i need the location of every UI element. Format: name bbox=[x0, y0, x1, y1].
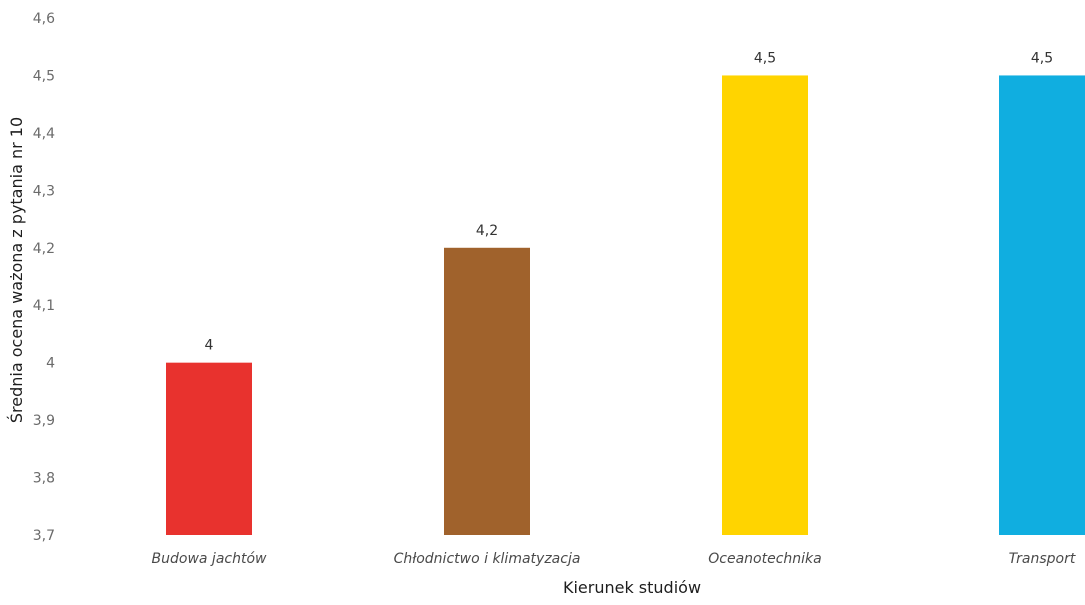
value-label: 4 bbox=[205, 338, 214, 354]
bar bbox=[722, 75, 808, 535]
value-label: 4,5 bbox=[1031, 50, 1053, 66]
y-tick-label: 3,7 bbox=[33, 528, 55, 544]
value-label: 4,5 bbox=[754, 50, 776, 66]
x-axis-ticks: Budowa jachtów Chłodnictwo i klimatyzacja… bbox=[152, 551, 1076, 567]
y-tick-label: 4,5 bbox=[33, 68, 55, 84]
value-labels: 4 4,2 4,5 4,5 bbox=[205, 50, 1054, 353]
y-axis-title: Średnia ocena ważona z pytania nr 10 bbox=[7, 117, 26, 423]
y-tick-label: 3,8 bbox=[33, 471, 55, 487]
y-tick-label: 4 bbox=[46, 356, 55, 372]
category-label: Budowa jachtów bbox=[152, 551, 268, 567]
x-axis-title: Kierunek studiów bbox=[563, 578, 701, 597]
y-tick-label: 3,9 bbox=[33, 413, 55, 429]
category-label: Oceanotechnika bbox=[708, 551, 821, 567]
y-tick-label: 4,6 bbox=[33, 11, 55, 27]
bar bbox=[444, 247, 530, 535]
y-tick-label: 4,1 bbox=[33, 298, 55, 314]
bar bbox=[999, 75, 1085, 535]
value-label: 4,2 bbox=[476, 223, 498, 239]
category-label: Transport bbox=[1009, 551, 1076, 567]
category-label: Chłodnictwo i klimatyzacja bbox=[394, 551, 581, 567]
y-axis-ticks: 3,7 3,8 3,9 4 4,1 4,2 4,3 4,4 4,5 4,6 bbox=[33, 11, 55, 544]
y-tick-label: 4,3 bbox=[33, 183, 55, 199]
y-tick-label: 4,4 bbox=[33, 126, 55, 142]
y-tick-label: 4,2 bbox=[33, 241, 55, 257]
bar bbox=[166, 362, 252, 535]
bars bbox=[166, 75, 1085, 535]
